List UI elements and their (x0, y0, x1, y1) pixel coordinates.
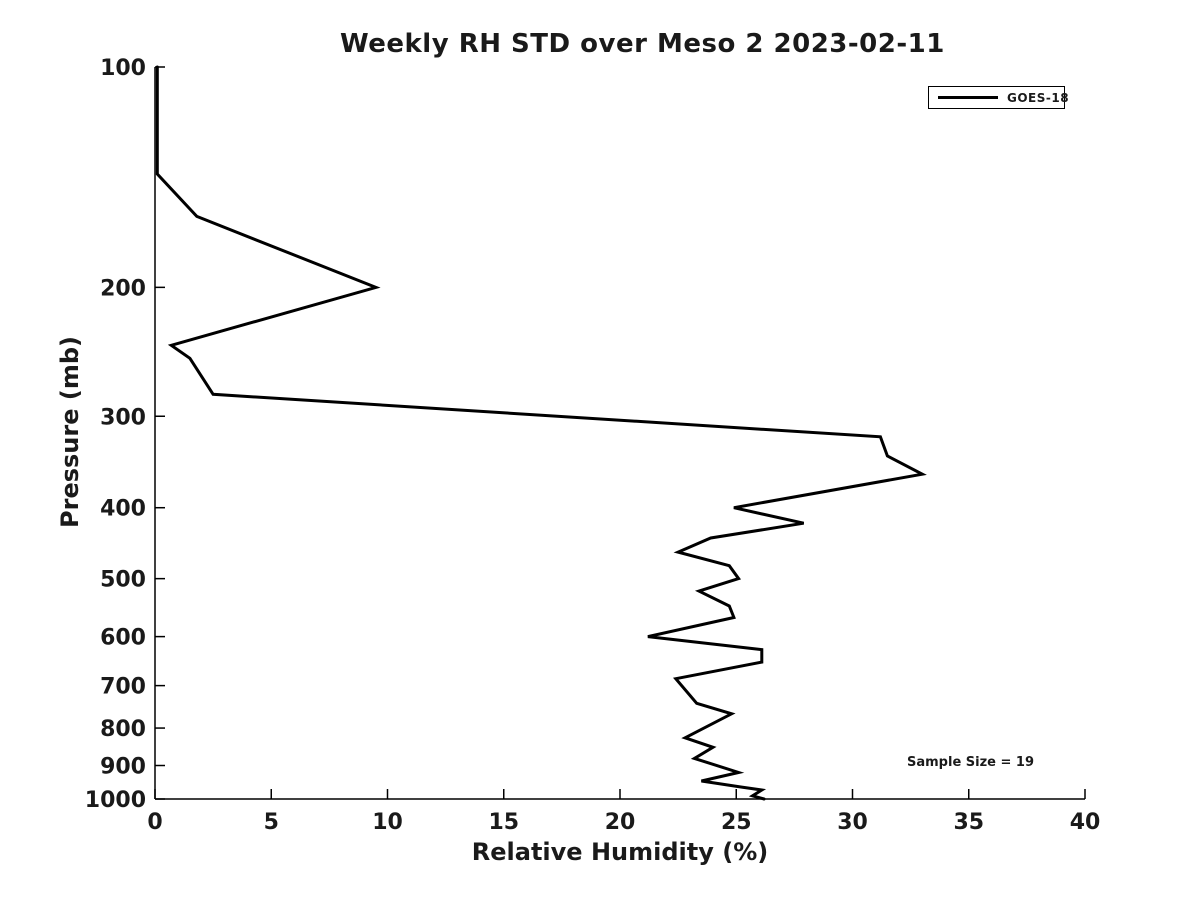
x-tick-label: 10 (372, 810, 403, 835)
x-tick-label: 25 (721, 810, 752, 835)
y-tick-label: 300 (100, 405, 146, 430)
legend-label: GOES-18 (1007, 90, 1070, 105)
y-tick-label: 800 (100, 717, 146, 742)
legend: GOES-18 (928, 86, 1069, 109)
legend-line-swatch (938, 96, 998, 99)
x-tick-label: 0 (147, 810, 162, 835)
y-tick-label: 100 (100, 56, 146, 81)
y-tick-label: 900 (100, 755, 146, 780)
data-line-goes-18 (155, 65, 927, 801)
x-tick-label: 20 (605, 810, 636, 835)
y-tick-label: 400 (100, 497, 146, 522)
y-tick-label: 200 (100, 276, 146, 301)
x-tick-label: 15 (488, 810, 519, 835)
x-tick-label: 40 (1070, 810, 1101, 835)
y-tick-label: 600 (100, 626, 146, 651)
y-tick-label: 700 (100, 675, 146, 700)
sample-size-annotation: Sample Size = 19 (907, 755, 1035, 770)
x-tick-label: 5 (264, 810, 279, 835)
y-tick-label: 500 (100, 568, 146, 593)
x-tick-label: 30 (837, 810, 868, 835)
x-tick-label: 35 (953, 810, 984, 835)
y-tick-label: 1000 (85, 788, 146, 813)
x-axis-label: Relative Humidity (%) (471, 838, 769, 866)
chart-title: Weekly RH STD over Meso 2 2023-02-11 (340, 29, 945, 59)
